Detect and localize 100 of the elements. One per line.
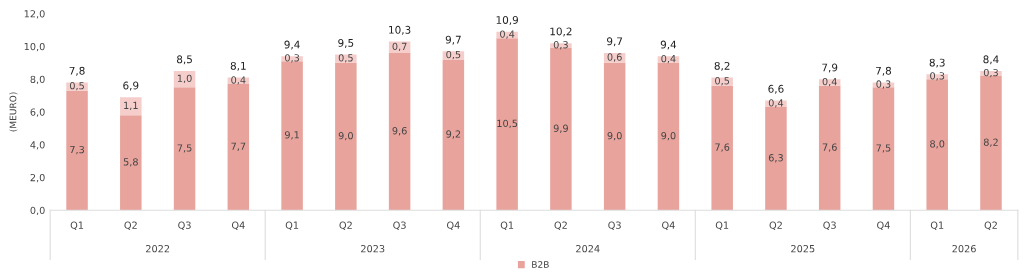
bar	[496, 38, 518, 211]
total-label: 6,6	[768, 84, 784, 94]
x-tick-label: Q2	[554, 221, 567, 230]
data-label: 0,3	[930, 72, 945, 81]
data-label: 5,8	[123, 158, 138, 167]
total-label: 10,3	[389, 25, 411, 35]
total-label: 9,4	[284, 40, 300, 50]
bar	[227, 84, 250, 211]
data-label: 0,4	[661, 54, 676, 64]
y-tick-label: 6,0	[30, 108, 45, 117]
x-tick-label: Q1	[70, 221, 84, 230]
data-label: 9,6	[392, 127, 407, 136]
data-label: 0,6	[607, 53, 622, 62]
x-tick-label: Q4	[877, 221, 890, 230]
data-label: 8,2	[983, 138, 998, 147]
total-label: 8,5	[177, 55, 192, 65]
bar	[550, 48, 572, 211]
y-tick-label: 12,0	[24, 10, 45, 19]
data-label: 7,5	[177, 144, 192, 153]
x-tick-label: Q1	[715, 221, 729, 230]
total-label: 7,8	[876, 66, 892, 76]
data-label: 10,5	[497, 119, 518, 129]
total-label: 7,8	[69, 66, 85, 76]
data-label: 0,4	[822, 77, 837, 87]
x-tick-label: Q1	[285, 221, 299, 230]
x-tick-label: Q4	[662, 221, 675, 230]
data-label: 0,4	[500, 30, 515, 39]
x-tick-label: Q3	[178, 221, 191, 230]
bar	[603, 62, 626, 211]
x-tick-label: Q2	[124, 221, 137, 230]
data-label: 7,5	[876, 144, 891, 153]
total-label: 10,9	[496, 16, 518, 25]
total-label: 8,2	[714, 61, 730, 71]
bar	[442, 59, 465, 211]
bar	[388, 52, 411, 211]
x-tick-label: Q2	[769, 221, 782, 230]
total-label: 8,3	[929, 58, 945, 68]
bar	[281, 61, 303, 211]
x-tick-label: Q2	[984, 221, 997, 230]
text: 2025	[791, 244, 815, 253]
total-label: 6,9	[123, 81, 139, 91]
bar	[926, 79, 948, 211]
total-label: 8,4	[983, 55, 999, 65]
data-label: 0,3	[876, 80, 891, 89]
x-tick-label: Q1	[500, 221, 514, 230]
y-axis-title: (MEURO)	[9, 92, 18, 132]
bar	[818, 85, 841, 211]
data-label: 0,4	[231, 76, 246, 85]
data-label: 0,7	[392, 42, 407, 52]
bar	[711, 85, 733, 211]
y-tick-label: 8,0	[30, 75, 45, 84]
total-label: 9,7	[445, 35, 461, 45]
text: 2022	[146, 244, 170, 253]
data-label: 0,3	[285, 54, 300, 63]
data-label: 9,2	[446, 130, 461, 139]
bar	[120, 115, 142, 211]
data-label: 0,3	[983, 68, 998, 78]
legend-label: B2B	[532, 261, 549, 268]
bar	[66, 90, 88, 211]
x-tick-label: Q2	[339, 221, 352, 230]
total-label: 9,5	[338, 38, 354, 48]
bar	[173, 87, 196, 211]
data-label: 1,1	[124, 101, 138, 111]
data-label: 0,3	[553, 41, 568, 50]
data-label: 7,6	[822, 143, 837, 152]
text: 2023	[361, 244, 385, 253]
total-label: 8,1	[230, 61, 246, 71]
bar	[765, 107, 787, 211]
data-label: 6,3	[768, 154, 783, 163]
y-tick-label: 0,0	[30, 206, 45, 216]
bar	[872, 87, 895, 211]
x-tick-label: Q4	[447, 221, 460, 230]
data-label: 9,0	[338, 131, 353, 141]
bar	[388, 41, 411, 53]
y-tick-label: 10,0	[24, 42, 45, 52]
data-label: 0,4	[768, 99, 784, 108]
data-label: 0,5	[446, 50, 461, 60]
total-label: 9,4	[660, 40, 677, 50]
data-label: 0,5	[338, 54, 353, 63]
data-label: 9,9	[553, 124, 568, 133]
x-tick-label: Q3	[608, 221, 621, 230]
data-label: 0,5	[715, 77, 730, 86]
x-tick-label: Q3	[823, 221, 836, 230]
y-tick-label: 2,0	[30, 173, 45, 183]
data-label: 7,3	[70, 145, 85, 155]
y-tick-label: 4,0	[30, 141, 45, 150]
data-label: 1,0	[177, 74, 192, 83]
total-label: 7,9	[822, 63, 838, 73]
data-label: 9,0	[661, 131, 676, 141]
bar	[66, 82, 88, 91]
total-label: 9,7	[607, 37, 623, 47]
text: 2026	[952, 244, 976, 253]
data-label: 9,1	[284, 131, 299, 140]
data-label: 0,5	[69, 82, 84, 91]
data-label: 7,7	[231, 142, 246, 151]
total-label: 10,2	[550, 27, 572, 37]
x-tick-label: Q4	[231, 221, 245, 230]
text: 2024	[576, 244, 600, 253]
x-tick-label: Q1	[930, 221, 944, 230]
x-tick-label: Q3	[393, 221, 406, 230]
